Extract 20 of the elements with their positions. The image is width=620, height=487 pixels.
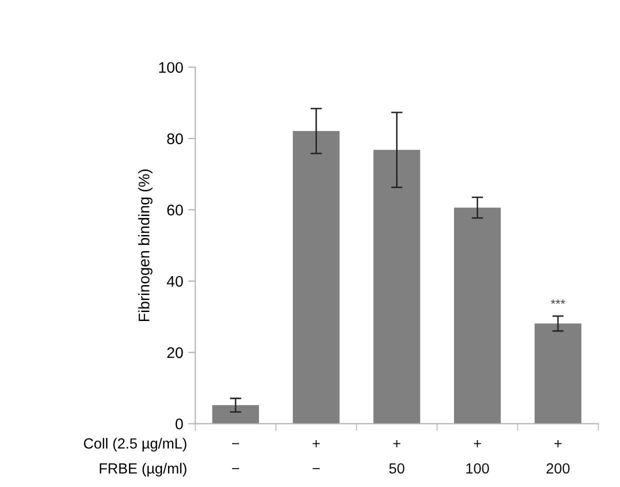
y-tick-label: 100 <box>159 62 183 73</box>
x-tick-label: + 50 <box>389 440 404 474</box>
x-tick-label: + 100 <box>466 440 489 474</box>
x-tick-label: + 200 <box>546 440 570 474</box>
bar <box>292 131 340 424</box>
text: FRBE (µg/ml) <box>100 462 186 476</box>
category-label: + − <box>312 440 320 470</box>
bar <box>373 150 420 424</box>
y-tick-label: 20 <box>167 347 183 358</box>
bar <box>534 324 582 424</box>
y-tick-label: 0 <box>176 418 183 430</box>
y-axis-title: Fibrinogen binding (%) <box>138 170 152 322</box>
category-label: − − <box>232 443 240 470</box>
bar <box>212 405 259 424</box>
y-tick-label: 80 <box>167 133 183 144</box>
y-tick-label: 60 <box>167 204 183 216</box>
text: Coll (2.5 µg/mL) <box>84 438 186 452</box>
bar <box>454 208 501 424</box>
annotation: *** <box>550 299 566 304</box>
y-tick-label: 40 <box>166 276 183 287</box>
